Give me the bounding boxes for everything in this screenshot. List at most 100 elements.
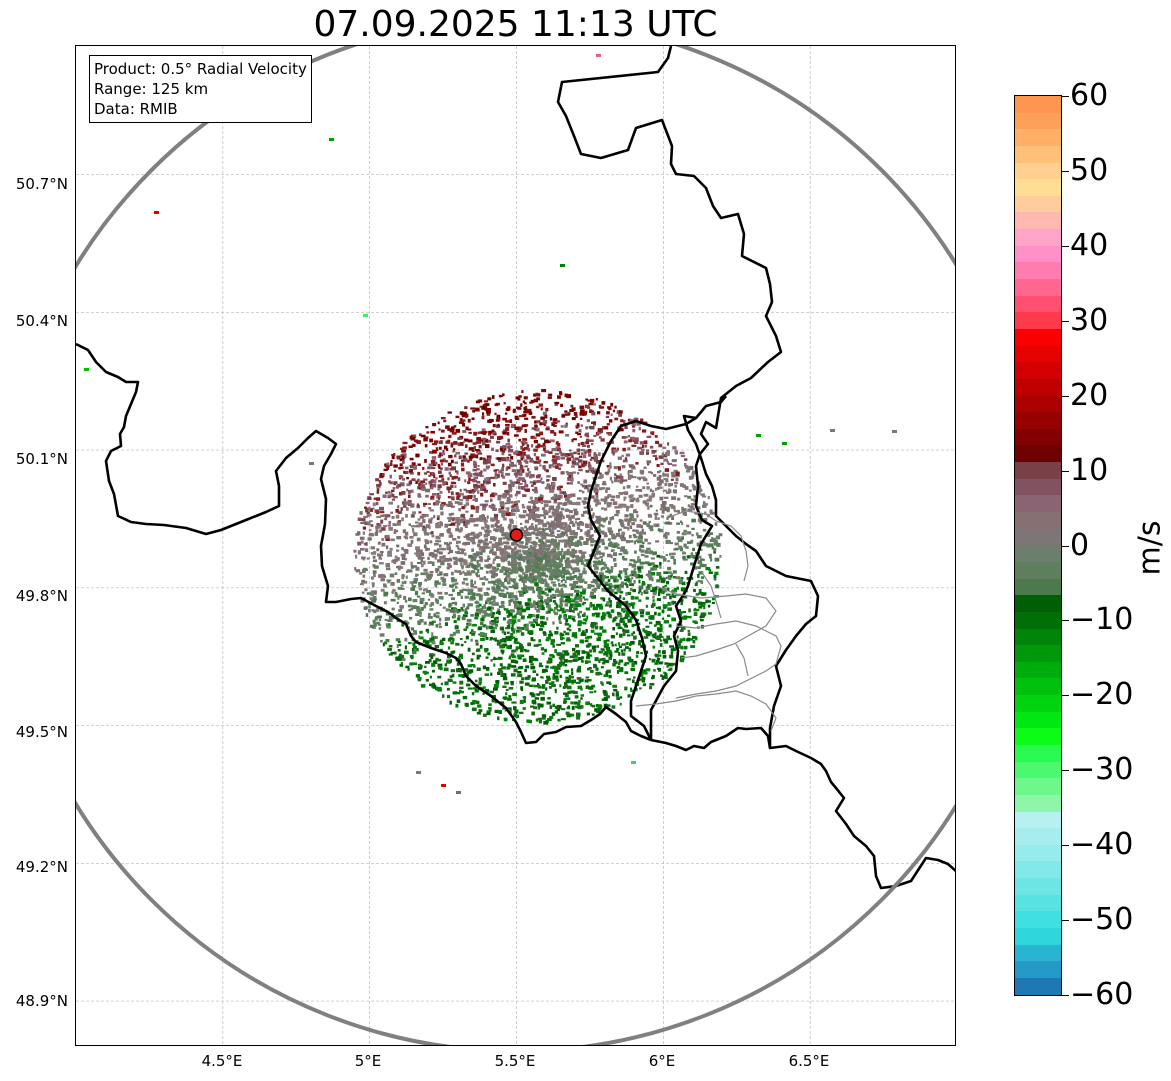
velocity-echo-pixel: [401, 622, 405, 627]
velocity-echo-pixel: [541, 714, 547, 718]
velocity-echo-pixel: [419, 614, 422, 617]
velocity-echo-pixel: [460, 595, 463, 599]
velocity-echo-pixel: [580, 562, 584, 565]
velocity-echo-pixel: [494, 602, 499, 606]
velocity-echo-pixel: [400, 475, 404, 478]
velocity-echo-pixel: [585, 432, 589, 437]
velocity-echo-pixel: [591, 713, 595, 716]
velocity-echo-pixel: [520, 477, 525, 481]
velocity-echo-pixel: [523, 410, 528, 414]
velocity-echo-pixel: [528, 559, 531, 564]
velocity-echo-pixel: [681, 532, 687, 536]
velocity-echo-pixel: [677, 646, 681, 649]
velocity-echo-pixel: [583, 618, 587, 622]
velocity-echo-pixel: [557, 519, 562, 522]
velocity-echo-pixel: [390, 491, 393, 495]
velocity-echo-pixel: [612, 627, 615, 631]
velocity-echo-pixel: [595, 612, 601, 615]
velocity-echo-pixel: [647, 562, 652, 566]
velocity-echo-pixel: [503, 608, 509, 611]
velocity-echo-pixel: [417, 495, 422, 498]
velocity-echo-pixel: [416, 537, 421, 542]
velocity-echo-pixel: [452, 650, 456, 653]
velocity-echo-pixel: [502, 431, 507, 435]
velocity-echo-pixel: [545, 581, 548, 585]
velocity-echo-pixel: [556, 508, 559, 513]
velocity-echo-pixel: [615, 605, 620, 609]
velocity-echo-pixel: [437, 686, 442, 691]
velocity-echo-pixel: [557, 563, 560, 568]
velocity-echo-pixel: [565, 622, 568, 626]
velocity-echo-pixel: [586, 679, 592, 682]
velocity-echo-pixel: [505, 491, 509, 495]
velocity-echo-pixel: [612, 453, 615, 456]
radar-map[interactable]: [75, 45, 956, 1046]
velocity-echo-pixel: [550, 534, 555, 537]
velocity-echo-pixel: [615, 475, 619, 479]
velocity-echoes: [84, 54, 897, 794]
velocity-echo-pixel: [408, 544, 412, 547]
velocity-echo-pixel: [361, 518, 366, 522]
velocity-echo-pixel: [649, 495, 655, 498]
velocity-echo-pixel: [416, 549, 419, 553]
velocity-echo-pixel: [460, 638, 463, 641]
velocity-echo-pixel: [627, 656, 632, 660]
velocity-echo-pixel: [545, 665, 549, 669]
velocity-echo-pixel: [629, 583, 635, 587]
velocity-echo-pixel: [401, 556, 406, 560]
velocity-echo-pixel: [505, 636, 510, 639]
velocity-echo-pixel: [388, 501, 394, 505]
velocity-echo-pixel: [668, 488, 671, 492]
velocity-echo-pixel: [630, 570, 635, 574]
velocity-echo-pixel: [440, 596, 444, 600]
velocity-echo-pixel: [398, 475, 403, 479]
velocity-echo-pixel: [533, 393, 537, 397]
velocity-echo-pixel: [506, 537, 511, 541]
velocity-echo-pixel: [473, 464, 477, 468]
velocity-echo-pixel: [467, 572, 472, 576]
velocity-echo-pixel: [524, 481, 527, 484]
velocity-echo-pixel: [413, 532, 418, 537]
velocity-echo-pixel: [586, 438, 590, 442]
velocity-echo-pixel: [568, 494, 572, 498]
velocity-echo-pixel: [615, 466, 618, 469]
velocity-echo-pixel: [529, 401, 533, 404]
velocity-echo-pixel: [503, 552, 508, 557]
velocity-echo-pixel: [502, 537, 506, 540]
velocity-echo-pixel: [583, 612, 586, 616]
velocity-echo-pixel: [466, 537, 469, 540]
velocity-echo-pixel: [614, 563, 617, 567]
velocity-echo-pixel: [508, 527, 511, 531]
velocity-echo-pixel: [380, 527, 386, 531]
velocity-echo-pixel: [470, 614, 475, 617]
velocity-echo-pixel: [695, 581, 698, 584]
velocity-echo-pixel: [511, 508, 517, 512]
velocity-echo-pixel: [473, 580, 477, 585]
velocity-echo-pixel: [497, 671, 501, 675]
velocity-echo-pixel: [566, 638, 571, 642]
velocity-echo-pixel: [640, 592, 643, 596]
velocity-echo-pixel: [608, 521, 611, 525]
velocity-echo-pixel: [606, 423, 610, 426]
velocity-echo-pixel: [435, 611, 440, 615]
velocity-echo-pixel: [416, 595, 421, 598]
velocity-echo-pixel: [504, 586, 508, 589]
velocity-echo-pixel: [538, 527, 541, 531]
velocity-echo-pixel: [569, 542, 574, 547]
velocity-echo-pixel: [593, 590, 597, 593]
velocity-echo-pixel: [622, 549, 628, 553]
velocity-echo-pixel: [591, 534, 594, 537]
velocity-echo-pixel: [624, 575, 630, 579]
velocity-echo-pixel: [439, 523, 443, 527]
velocity-echo-pixel: [672, 570, 677, 574]
velocity-echo-pixel: [622, 610, 625, 613]
velocity-echo-pixel: [415, 552, 421, 557]
velocity-echo-pixel: [450, 459, 454, 464]
velocity-echo-pixel: [601, 588, 607, 592]
velocity-echo-pixel: [599, 406, 602, 409]
velocity-echo-pixel: [544, 468, 547, 472]
velocity-echo-pixel: [447, 638, 452, 642]
velocity-echo-pixel: [501, 510, 506, 513]
velocity-echo-pixel: [496, 473, 500, 478]
velocity-echo-pixel: [571, 542, 577, 546]
